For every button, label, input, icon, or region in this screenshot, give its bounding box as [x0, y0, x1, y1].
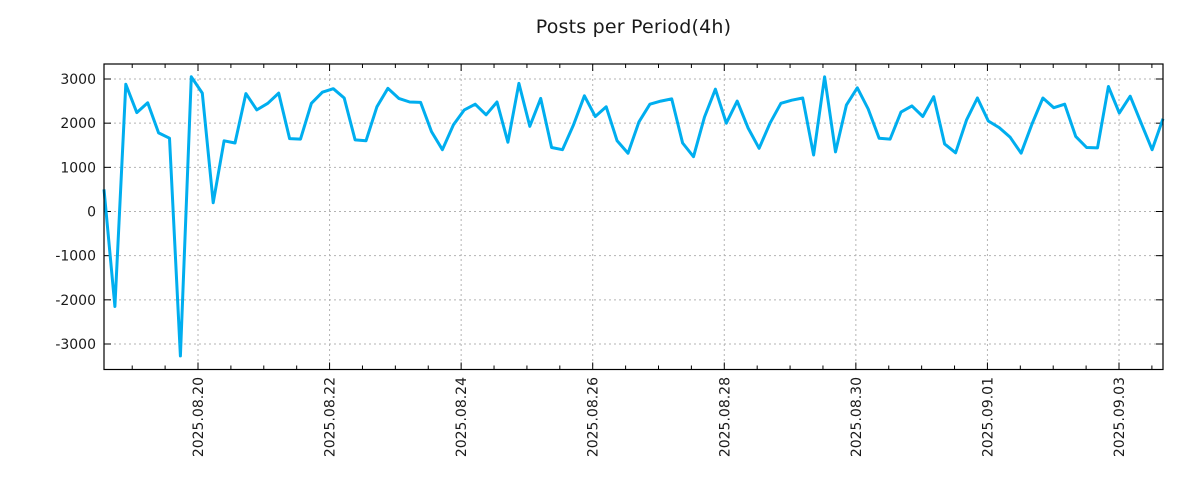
y-tick-label: 3000 [60, 72, 96, 88]
y-tick-label: 2000 [60, 116, 96, 132]
y-tick-label: -3000 [55, 337, 96, 353]
x-tick-label: 2025.08.24 [454, 377, 470, 457]
x-tick-label: 2025.09.01 [980, 377, 996, 457]
x-tick-label: 2025.08.30 [849, 377, 865, 457]
y-tick-label: 0 [87, 205, 96, 221]
plot-border [103, 63, 1164, 371]
x-tick-label: 2025.09.03 [1112, 377, 1128, 457]
x-tick-label: 2025.08.20 [191, 377, 207, 457]
y-tick-label: -2000 [55, 293, 96, 309]
y-tick-label: -1000 [55, 249, 96, 265]
x-tick-label: 2025.08.26 [586, 377, 602, 457]
data-line [102, 75, 1165, 358]
x-tick-label: 2025.08.28 [717, 377, 733, 457]
x-tick-label: 2025.08.22 [323, 377, 339, 457]
chart-title: Posts per Period(4h) [535, 16, 732, 38]
y-tick-label: 1000 [60, 160, 96, 176]
